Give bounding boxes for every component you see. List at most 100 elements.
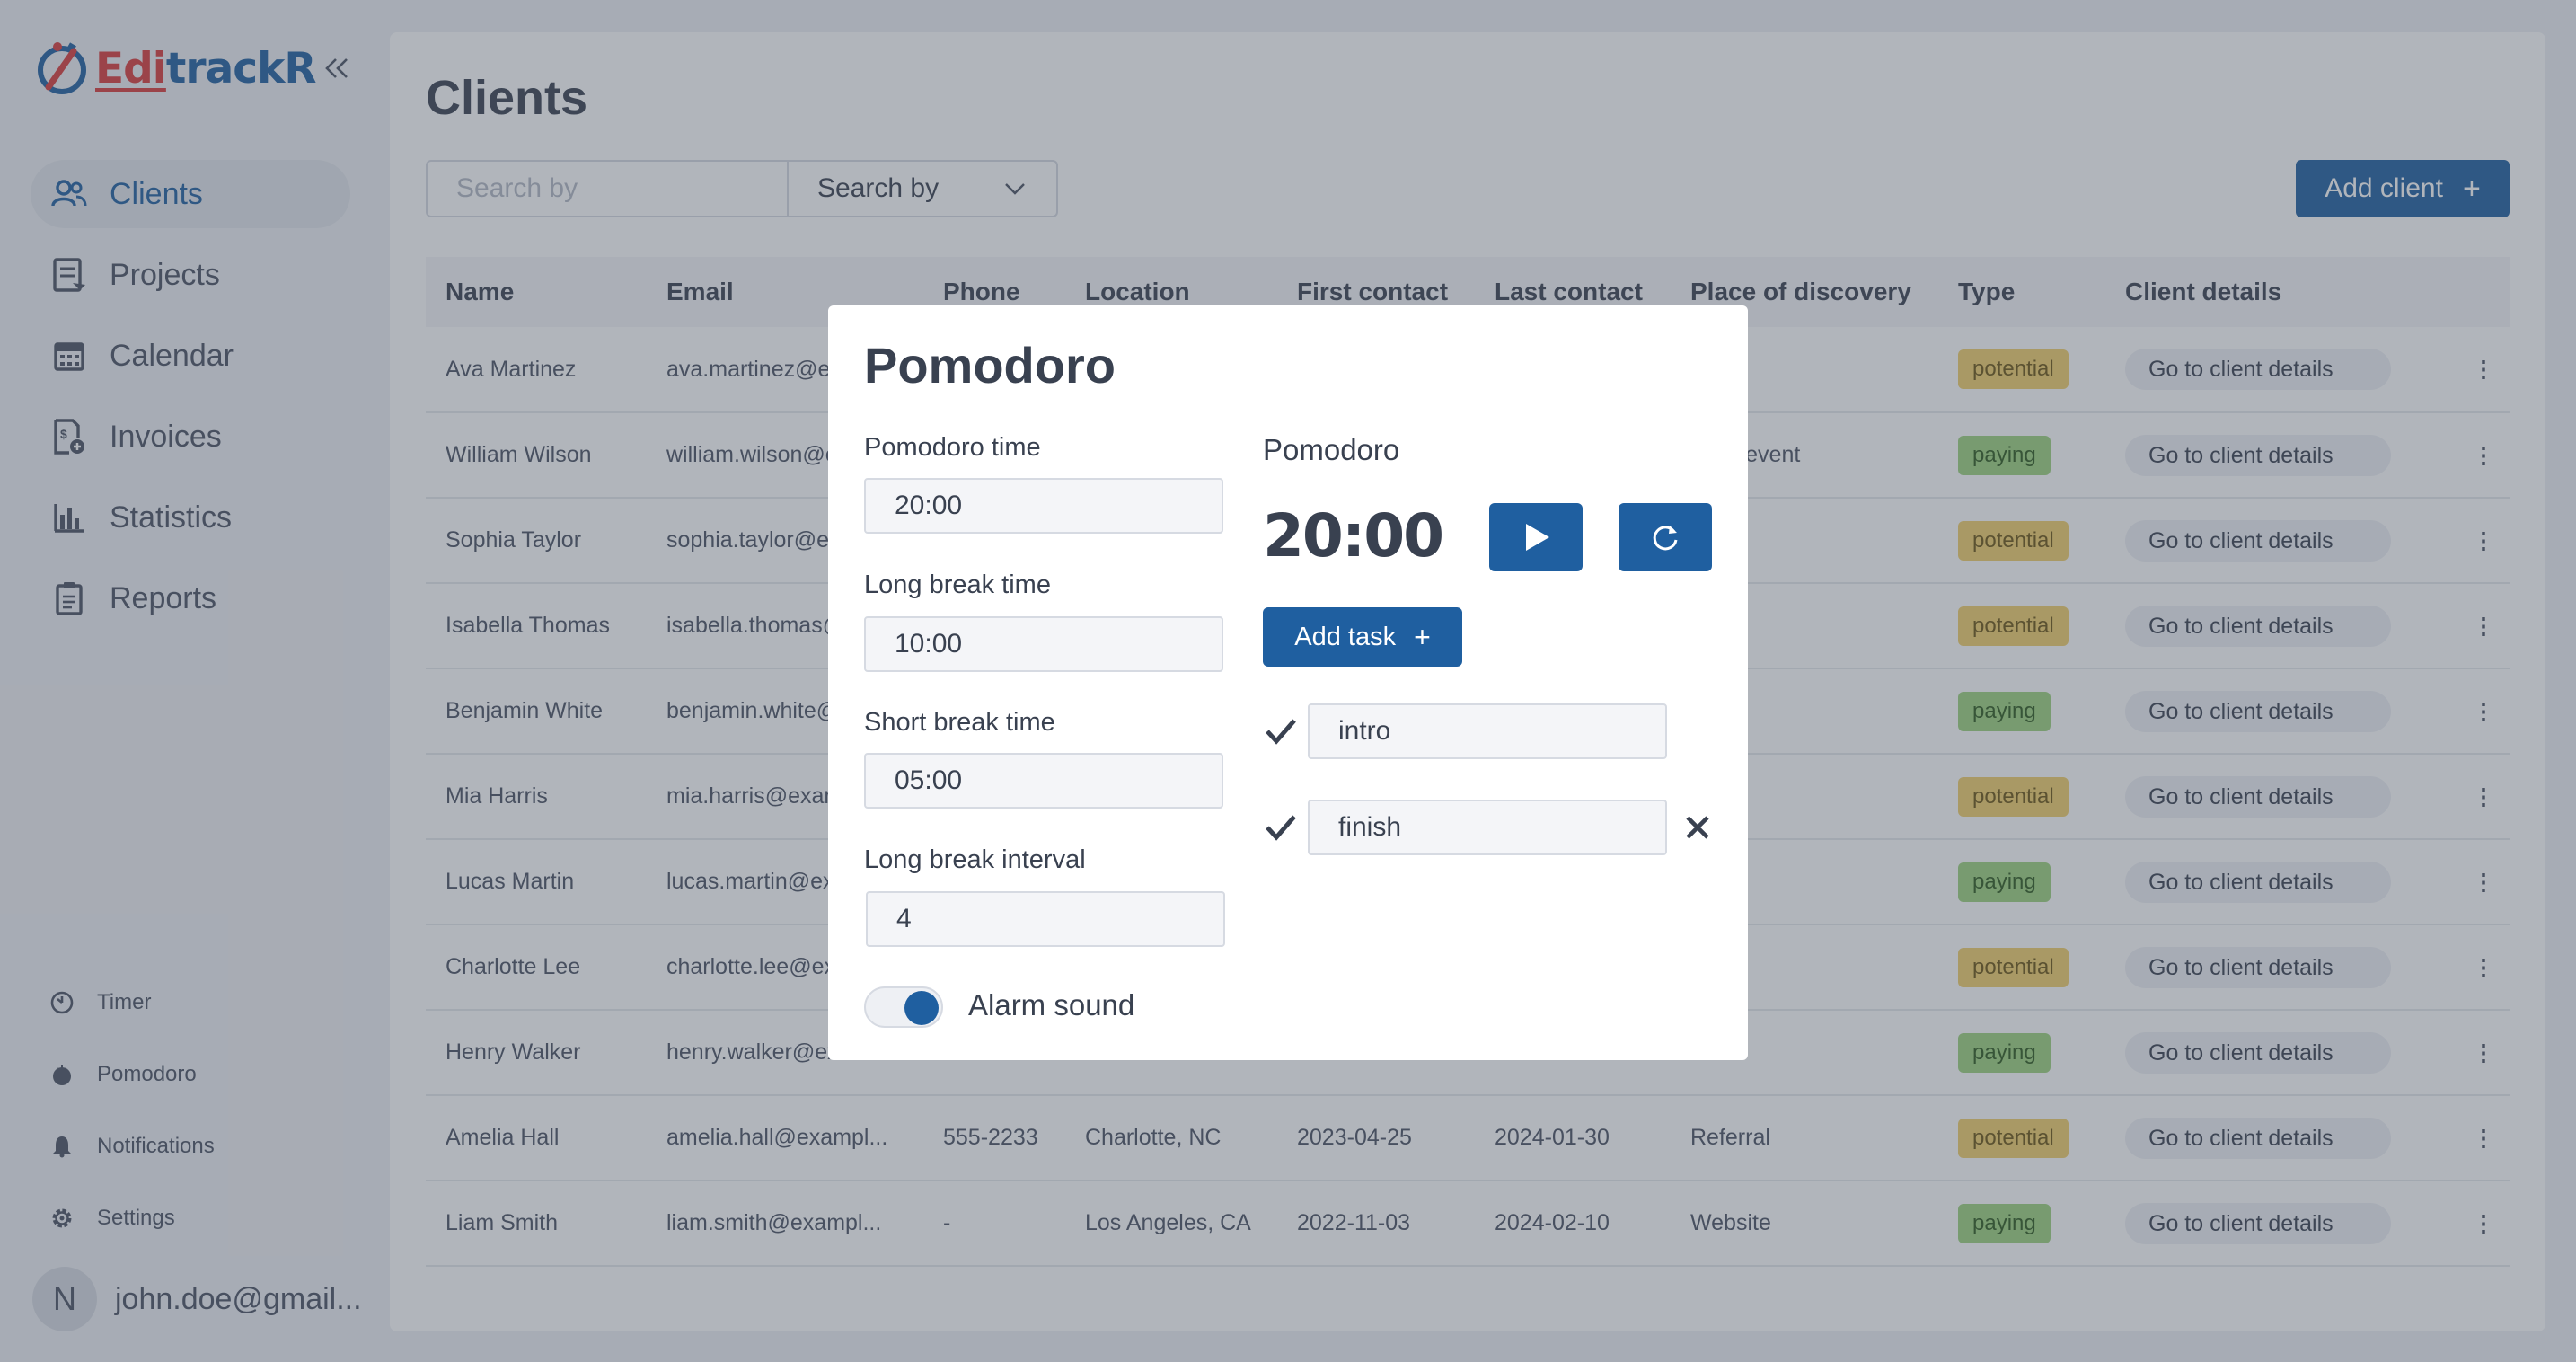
- refresh-icon: [1653, 526, 1678, 551]
- status-badge: paying: [1958, 1203, 2051, 1243]
- status-badge: potential: [1958, 1118, 2069, 1158]
- column-header-type[interactable]: Type: [1938, 257, 2105, 327]
- add-client-button[interactable]: Add client +: [2296, 160, 2510, 217]
- go-to-client-details-button[interactable]: Go to client details: [2125, 775, 2391, 818]
- cell-client-details: Go to client details: [2105, 924, 2438, 1011]
- row-menu-kebab-icon[interactable]: ⋮: [2438, 498, 2510, 584]
- cell-type: potential: [1938, 924, 2105, 1011]
- table-row[interactable]: Liam Smith liam.smith@exampl... - Los Angel…: [426, 1181, 2510, 1267]
- sidebar-item-calendar[interactable]: Calendar: [31, 322, 350, 390]
- search-bar: Search by: [426, 160, 1058, 217]
- sidebar-item-label: Settings: [97, 1206, 175, 1230]
- cell-type: potential: [1938, 498, 2105, 584]
- go-to-client-details-button[interactable]: Go to client details: [2125, 1031, 2391, 1074]
- remove-task-close-icon[interactable]: [1680, 809, 1716, 845]
- row-menu-kebab-icon[interactable]: ⋮: [2438, 1010, 2510, 1096]
- logo-mark-icon: [34, 40, 90, 96]
- task-input-2[interactable]: finish: [1308, 800, 1667, 855]
- row-menu-kebab-icon[interactable]: ⋮: [2438, 1181, 2510, 1267]
- cell-email: amelia.hall@exampl...: [647, 1095, 923, 1181]
- long-break-time-input[interactable]: 10:00: [864, 616, 1223, 672]
- cell-name: Liam Smith: [426, 1181, 647, 1267]
- bar-chart-icon: [49, 497, 90, 538]
- add-task-button[interactable]: Add task +: [1263, 607, 1462, 667]
- row-menu-kebab-icon[interactable]: ⋮: [2438, 924, 2510, 1011]
- sidebar-item-notifications[interactable]: Notifications: [49, 1110, 354, 1182]
- sidebar-item-label: Reports: [110, 580, 217, 615]
- start-timer-button[interactable]: [1489, 503, 1583, 571]
- timer-display: 20:00: [1263, 501, 1444, 570]
- row-menu-kebab-icon[interactable]: ⋮: [2438, 412, 2510, 499]
- reset-timer-button[interactable]: [1619, 503, 1712, 571]
- cell-name: Ava Martinez: [426, 327, 647, 413]
- go-to-client-details-button[interactable]: Go to client details: [2125, 690, 2391, 732]
- brand-name: EditrackR: [95, 44, 317, 93]
- plus-icon: +: [1414, 620, 1431, 653]
- task-done-check-icon[interactable]: [1263, 713, 1299, 749]
- sidebar-item-statistics[interactable]: Statistics: [31, 483, 350, 552]
- alarm-sound-toggle[interactable]: [864, 986, 943, 1028]
- go-to-client-details-button[interactable]: Go to client details: [2125, 1202, 2391, 1244]
- row-menu-kebab-icon[interactable]: ⋮: [2438, 754, 2510, 840]
- cell-type: paying: [1938, 412, 2105, 499]
- add-task-label: Add task: [1294, 622, 1397, 651]
- cell-type: paying: [1938, 1010, 2105, 1096]
- sidebar-item-projects[interactable]: Projects: [31, 241, 350, 309]
- sidebar-item-pomodoro[interactable]: Pomodoro: [49, 1039, 354, 1110]
- row-menu-kebab-icon[interactable]: ⋮: [2438, 1095, 2510, 1181]
- cell-client-details: Go to client details: [2105, 1095, 2438, 1181]
- double-chevron-left-icon: [325, 58, 348, 78]
- go-to-client-details-button[interactable]: Go to client details: [2125, 349, 2391, 390]
- column-header-name[interactable]: Name: [426, 257, 647, 327]
- cell-email: liam.smith@exampl...: [647, 1181, 923, 1267]
- status-badge: paying: [1958, 1032, 2051, 1073]
- go-to-client-details-button[interactable]: Go to client details: [2125, 946, 2391, 988]
- sidebar-nav: Clients Projects Calendar $ Invoices Sta…: [31, 160, 350, 645]
- long-break-time-label: Long break time: [864, 570, 1051, 599]
- row-menu-kebab-icon[interactable]: ⋮: [2438, 327, 2510, 413]
- user-profile[interactable]: N john.doe@gmail...: [32, 1267, 362, 1331]
- long-break-interval-label: Long break interval: [864, 845, 1086, 874]
- short-break-time-input[interactable]: 05:00: [864, 753, 1223, 809]
- cell-location: Los Angeles, CA: [1065, 1181, 1277, 1267]
- search-by-select[interactable]: Search by: [789, 162, 1056, 216]
- row-menu-kebab-icon[interactable]: ⋮: [2438, 583, 2510, 669]
- task-done-check-icon[interactable]: [1263, 809, 1299, 845]
- svg-text:$: $: [60, 427, 67, 441]
- sidebar-item-reports[interactable]: Reports: [31, 564, 350, 632]
- search-input[interactable]: [428, 162, 789, 216]
- sidebar-item-clients[interactable]: Clients: [31, 160, 350, 228]
- cell-client-details: Go to client details: [2105, 754, 2438, 840]
- table-row[interactable]: Amelia Hall amelia.hall@exampl... 555-2233…: [426, 1095, 2510, 1181]
- timer-mode-label: Pomodoro: [1263, 433, 1400, 466]
- toggle-knob: [904, 991, 939, 1025]
- cell-phone: -: [923, 1181, 1065, 1267]
- sidebar-item-label: Pomodoro: [97, 1062, 197, 1086]
- row-menu-kebab-icon[interactable]: ⋮: [2438, 668, 2510, 755]
- cell-name: Isabella Thomas: [426, 583, 647, 669]
- sidebar-item-timer[interactable]: Timer: [49, 967, 354, 1039]
- pomodoro-time-input[interactable]: 20:00: [864, 478, 1223, 534]
- collapse-sidebar-button[interactable]: [319, 50, 355, 86]
- cell-first-contact: 2022-11-03: [1277, 1181, 1475, 1267]
- row-menu-kebab-icon[interactable]: ⋮: [2438, 839, 2510, 925]
- go-to-client-details-button[interactable]: Go to client details: [2125, 1117, 2391, 1159]
- play-icon: [1526, 524, 1549, 551]
- go-to-client-details-button[interactable]: Go to client details: [2125, 605, 2391, 647]
- task-input-1[interactable]: intro: [1308, 703, 1667, 759]
- sidebar-item-settings[interactable]: Settings: [49, 1182, 354, 1254]
- pomodoro-time-label: Pomodoro time: [864, 433, 1041, 462]
- go-to-client-details-button[interactable]: Go to client details: [2125, 519, 2391, 562]
- calendar-icon: [49, 335, 90, 376]
- cell-last-contact: 2024-01-30: [1475, 1095, 1671, 1181]
- cell-type: potential: [1938, 754, 2105, 840]
- cell-name: Amelia Hall: [426, 1095, 647, 1181]
- go-to-client-details-button[interactable]: Go to client details: [2125, 434, 2391, 476]
- bell-icon: [49, 1133, 75, 1160]
- go-to-client-details-button[interactable]: Go to client details: [2125, 861, 2391, 903]
- app-logo[interactable]: EditrackR: [34, 31, 317, 106]
- cell-client-details: Go to client details: [2105, 412, 2438, 499]
- sidebar-item-label: Timer: [97, 990, 152, 1014]
- sidebar-item-invoices[interactable]: $ Invoices: [31, 402, 350, 471]
- long-break-interval-input[interactable]: 4: [866, 891, 1225, 947]
